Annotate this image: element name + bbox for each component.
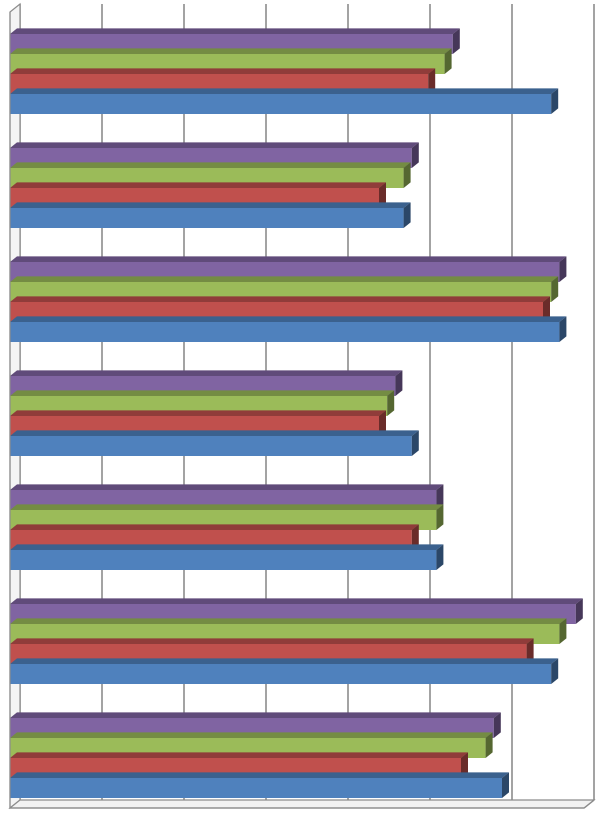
- bar-top-face: [10, 162, 411, 168]
- bar-side-face: [395, 370, 403, 396]
- bar: [10, 664, 552, 684]
- bar-side-face: [559, 256, 567, 282]
- bar-side-face: [502, 772, 509, 798]
- bar-side-face: [379, 410, 386, 436]
- bar-top-face: [10, 256, 567, 262]
- floor: [8, 799, 596, 809]
- bar-top-face: [10, 142, 419, 148]
- bar-top-face: [10, 544, 444, 550]
- bar-group: [10, 430, 419, 456]
- bar-side-face: [436, 484, 444, 510]
- bar-side-face: [485, 732, 493, 758]
- bar: [10, 322, 560, 342]
- bar-side-face: [551, 658, 559, 684]
- bar-side-face: [551, 88, 559, 114]
- bar-top-face: [10, 276, 559, 282]
- bar-group: [10, 316, 567, 342]
- bar-side-face: [461, 752, 468, 778]
- bar-side-face: [379, 182, 386, 208]
- bar-side-face: [493, 712, 501, 738]
- bar-top-face: [10, 390, 395, 396]
- bar-side-face: [436, 504, 444, 530]
- bar: [10, 550, 437, 570]
- bar-top-face: [10, 430, 419, 436]
- bar-top-face: [10, 296, 550, 302]
- bar-side-face: [543, 296, 550, 322]
- bar-side-face: [444, 48, 452, 74]
- axis-layer: [9, 12, 584, 809]
- bar-side-face: [575, 598, 583, 624]
- bar-side-face: [436, 544, 444, 570]
- bar-side-face: [411, 430, 419, 456]
- bar-side-face: [387, 390, 395, 416]
- bar-side-face: [411, 142, 419, 168]
- bar-side-face: [526, 638, 534, 664]
- bar-top-face: [10, 48, 452, 54]
- bar-side-face: [403, 162, 411, 188]
- bar-top-face: [10, 658, 559, 664]
- bar-top-face: [10, 28, 460, 34]
- bar-top-face: [10, 202, 411, 208]
- bar-side-face: [411, 524, 419, 550]
- bar-top-face: [10, 712, 501, 718]
- bar-top-face: [10, 68, 436, 74]
- bar: [10, 94, 552, 114]
- bar-top-face: [10, 772, 509, 778]
- bar-top-face: [10, 598, 583, 604]
- bar-top-face: [10, 316, 567, 322]
- bar-top-face: [10, 410, 386, 416]
- bar-side-face: [559, 618, 567, 644]
- bar-side-face: [559, 316, 567, 342]
- bar-top-face: [10, 524, 419, 530]
- bar-top-face: [10, 370, 403, 376]
- bar-side-face: [452, 28, 460, 54]
- bar-top-face: [10, 484, 444, 490]
- bar: [10, 436, 412, 456]
- bar-top-face: [10, 618, 567, 624]
- bar-side-face: [403, 202, 411, 228]
- bar-top-face: [10, 182, 386, 188]
- bar-top-face: [10, 752, 468, 758]
- bar-top-face: [10, 732, 493, 738]
- bar-group: [10, 658, 559, 684]
- bar-side-face: [428, 68, 436, 94]
- bar-side-face: [551, 276, 559, 302]
- bar-group: [10, 772, 509, 798]
- bar-group: [10, 202, 411, 228]
- bar: [10, 778, 502, 798]
- bar-layer: [10, 28, 583, 798]
- bar-group: [10, 88, 559, 114]
- bar-top-face: [10, 504, 444, 510]
- bar-group: [10, 544, 444, 570]
- bar-top-face: [10, 88, 559, 94]
- bar-top-face: [10, 638, 534, 644]
- bar: [10, 208, 404, 228]
